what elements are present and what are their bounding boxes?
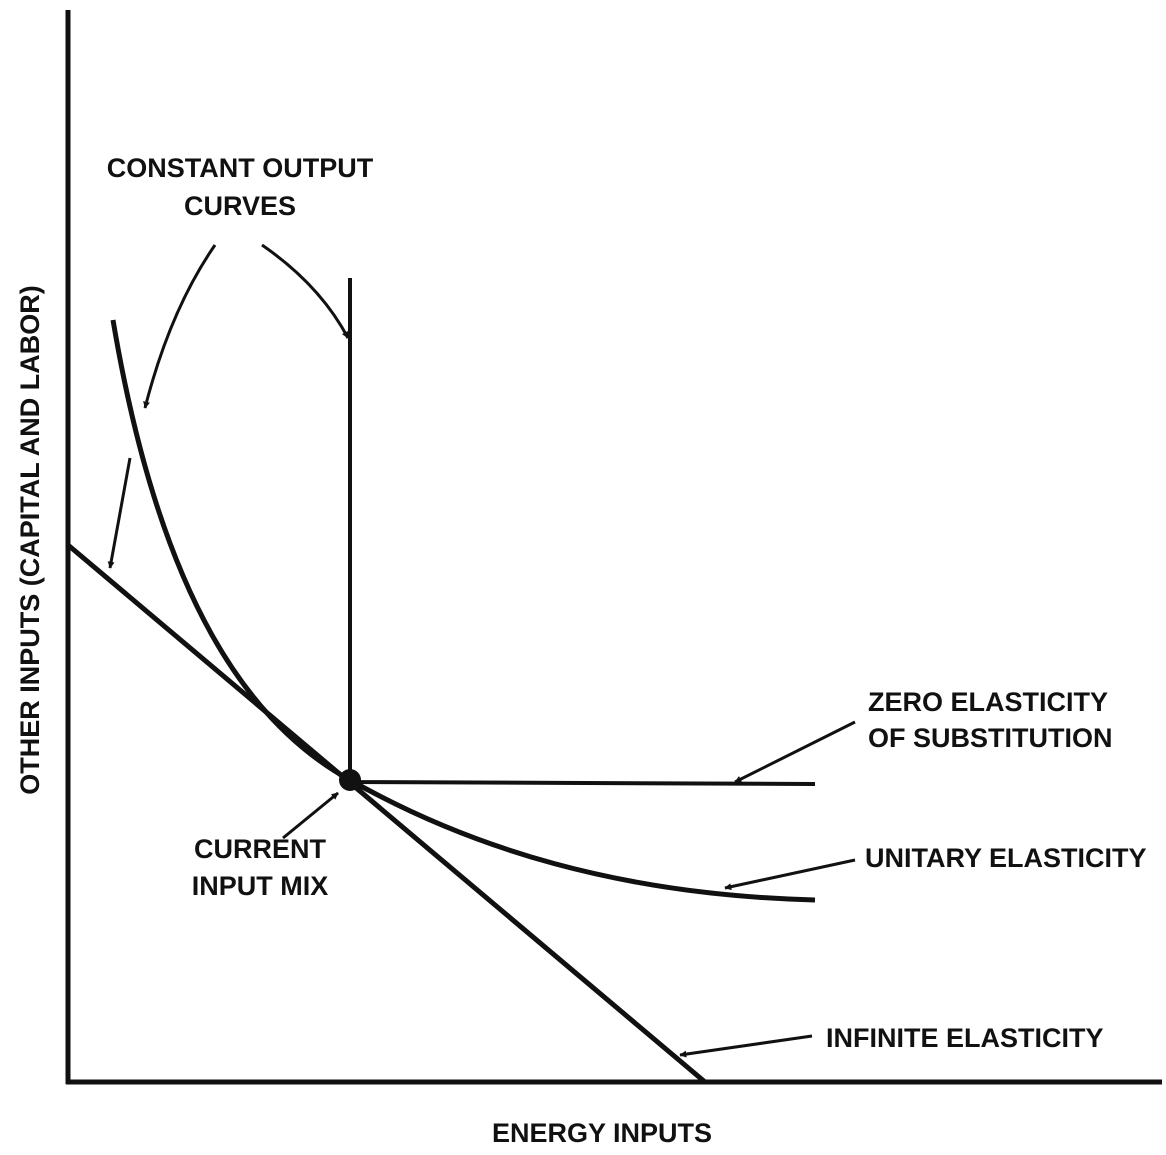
x-axis-label: ENERGY INPUTS (492, 1118, 712, 1148)
arrow (724, 858, 856, 891)
arrows (107, 243, 856, 1058)
arrow (143, 244, 217, 409)
infinite-elasticity-line (66, 543, 707, 1084)
y-axis-label: OTHER INPUTS (CAPITAL AND LABOR) (15, 285, 45, 794)
annotation: OF SUBSTITUTION (868, 723, 1113, 753)
annotation: UNITARY ELASTICITY (865, 843, 1147, 873)
annotation: INPUT MIX (192, 871, 329, 901)
arrow (107, 457, 132, 569)
arrow (282, 791, 339, 840)
arrow (679, 1034, 813, 1058)
annotation: CONSTANT OUTPUT (107, 153, 374, 183)
annotation: ZERO ELASTICITY (868, 687, 1108, 717)
current-input-point (339, 769, 361, 791)
arrow (734, 720, 856, 784)
annotation: CURVES (184, 191, 296, 221)
annotation: CURRENT (194, 834, 327, 864)
annotation: INFINITE ELASTICITY (826, 1023, 1104, 1053)
arrow (261, 243, 350, 339)
